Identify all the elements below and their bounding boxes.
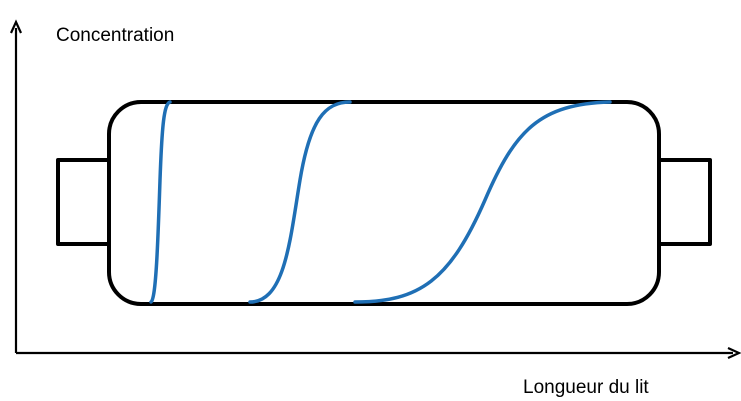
y-axis-label: Concentration (56, 25, 174, 46)
concentration-front-2 (248, 100, 352, 304)
concentration-front-1 (149, 100, 172, 304)
y-axis (9, 19, 23, 353)
column-body (107, 100, 661, 306)
right-end-cap (650, 158, 712, 246)
y-axis-arrowhead (9, 19, 23, 34)
concentration-front-3 (353, 100, 612, 304)
x-axis (16, 346, 741, 360)
x-axis-arrowhead (727, 346, 741, 360)
x-axis-label: Longueur du lit (523, 377, 649, 398)
left-end-cap (56, 158, 115, 246)
